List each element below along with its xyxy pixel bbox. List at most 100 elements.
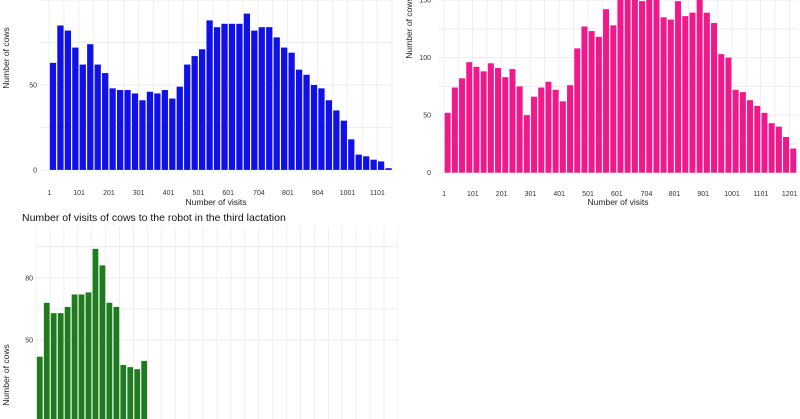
- bar: [559, 101, 566, 173]
- bar: [516, 86, 523, 173]
- bar: [646, 0, 653, 173]
- bar: [385, 168, 392, 170]
- bar: [109, 88, 116, 170]
- bar: [761, 112, 768, 173]
- y-tick-label: 100: [419, 55, 431, 62]
- bar: [538, 87, 545, 173]
- bar: [116, 90, 124, 170]
- bar: [610, 25, 617, 173]
- bar: [295, 69, 303, 170]
- bar: [57, 25, 64, 170]
- bar: [243, 13, 251, 170]
- x-tick-label: 601: [222, 190, 234, 197]
- y-tick-label: 0: [427, 170, 431, 177]
- bar: [64, 30, 72, 170]
- y-tick-label: 80: [25, 275, 33, 282]
- chart-title: Number of visits of cows to the robot in…: [22, 212, 286, 224]
- bar: [660, 17, 667, 173]
- bar: [273, 37, 280, 170]
- bar: [281, 47, 288, 170]
- bar: [552, 89, 559, 173]
- x-tick-label: 1201: [782, 191, 798, 198]
- bar: [725, 57, 732, 173]
- bar: [355, 154, 362, 170]
- plot-area: 80 50: [25, 226, 399, 419]
- x-tick-label: 704: [641, 191, 653, 198]
- bar: [318, 88, 325, 170]
- bar: [473, 66, 480, 173]
- bar: [236, 23, 243, 170]
- x-tick-label: 1: [442, 191, 446, 198]
- bar: [703, 12, 710, 173]
- bar: [92, 248, 99, 419]
- x-axis-title: Number of visits: [588, 197, 649, 207]
- bar: [509, 69, 516, 173]
- bar: [102, 73, 109, 170]
- bar: [523, 115, 530, 173]
- bar: [199, 49, 206, 170]
- bar: [124, 90, 131, 170]
- x-tick-label: 401: [553, 191, 565, 198]
- bar: [206, 20, 213, 170]
- bar: [79, 64, 86, 170]
- bar: [258, 27, 265, 170]
- bar: [718, 54, 725, 173]
- bar: [340, 120, 347, 170]
- bar: [487, 63, 494, 173]
- bars: [444, 0, 797, 173]
- bar: [325, 100, 333, 170]
- bar: [348, 139, 355, 170]
- bar: [466, 62, 473, 173]
- y-tick-label: 150: [419, 0, 431, 5]
- bar: [631, 0, 638, 173]
- x-tick-label: 901: [697, 191, 709, 198]
- bar: [495, 67, 502, 173]
- bar: [617, 0, 624, 173]
- bar: [36, 356, 43, 419]
- y-axis-title: Number of cows: [1, 344, 11, 405]
- x-tick-label: 301: [133, 190, 145, 197]
- bar: [106, 302, 113, 419]
- bar: [57, 313, 64, 419]
- bar: [667, 19, 674, 173]
- bar: [169, 98, 176, 170]
- bar: [689, 12, 696, 173]
- bar: [653, 0, 660, 173]
- bar: [134, 369, 141, 419]
- bar: [370, 159, 377, 170]
- bar: [754, 105, 761, 173]
- x-tick-label: 704: [253, 190, 265, 197]
- bar: [775, 126, 782, 173]
- bar: [363, 156, 370, 170]
- bar: [603, 9, 610, 173]
- bar: [567, 85, 574, 173]
- x-tick-label: 501: [193, 190, 205, 197]
- bar: [288, 52, 295, 170]
- bar: [783, 137, 790, 173]
- x-tick-label: 1101: [753, 191, 768, 198]
- bar: [310, 84, 318, 170]
- bar: [266, 27, 273, 170]
- x-tick-label: 1001: [340, 190, 356, 197]
- bar: [64, 306, 71, 419]
- bar: [113, 306, 120, 419]
- y-axis-title: Number of cows: [1, 27, 11, 88]
- bar: [747, 100, 754, 173]
- bar: [595, 36, 602, 173]
- bar: [333, 110, 340, 170]
- bar: [581, 26, 588, 173]
- x-tick-label: 801: [669, 191, 681, 198]
- bar: [502, 77, 509, 173]
- x-tick-label: 1: [47, 190, 51, 197]
- bar: [176, 86, 183, 170]
- x-tick-label: 801: [282, 190, 294, 197]
- x-tick-label: 501: [582, 191, 594, 198]
- tick-labels: 80 50: [25, 275, 33, 344]
- x-tick-label: 201: [496, 191, 508, 198]
- y-axis-title: Number of cows: [404, 0, 414, 59]
- bar: [790, 148, 797, 173]
